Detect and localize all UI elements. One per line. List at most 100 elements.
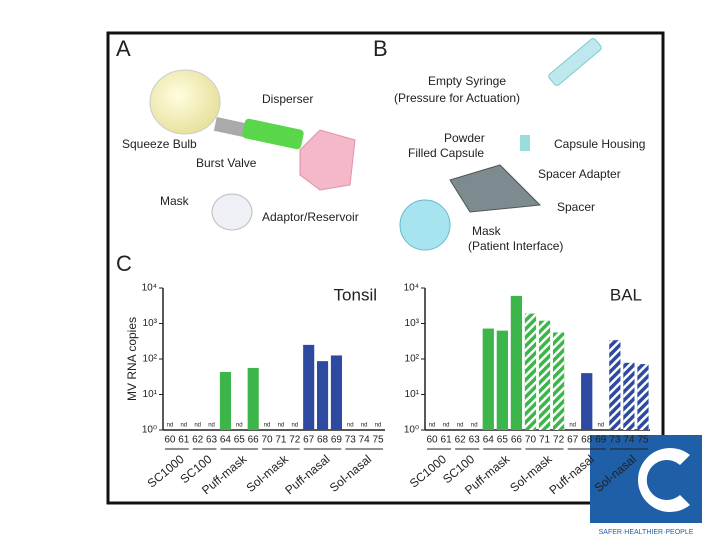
bar — [482, 328, 494, 430]
bar — [247, 367, 259, 430]
burst-valve — [213, 117, 247, 137]
value-label: nd — [194, 423, 201, 429]
bar — [496, 330, 508, 430]
value-label: nd — [208, 423, 215, 429]
y-tick-label: 10² — [143, 354, 158, 365]
panel-letter: C — [116, 251, 132, 276]
bar — [303, 344, 315, 430]
mask-a — [211, 193, 253, 231]
value-label: nd — [471, 423, 478, 429]
label: Disperser — [262, 92, 313, 106]
x-tick-label: 68 — [581, 435, 593, 446]
y-tick-label: 10⁰ — [142, 425, 157, 436]
bar — [330, 355, 342, 430]
bar-hatch — [637, 364, 649, 430]
value-label: nd — [457, 423, 464, 429]
value-label: nd — [361, 423, 368, 429]
bar — [510, 295, 523, 430]
value-label: nd — [429, 423, 436, 429]
panel-letter: B — [373, 36, 388, 61]
y-tick-label: 10³ — [143, 318, 158, 329]
x-tick-label: 68 — [317, 435, 329, 446]
label: Burst Valve — [196, 156, 257, 170]
bar-hatch — [538, 320, 551, 430]
value-label: nd — [278, 423, 285, 429]
y-tick-label: 10² — [405, 354, 420, 365]
x-tick-label: 73 — [345, 435, 357, 446]
label: Mask — [472, 224, 502, 238]
bar — [317, 361, 329, 430]
label: (Patient Interface) — [468, 239, 563, 253]
x-tick-label: 60 — [426, 435, 438, 446]
disperser — [242, 118, 304, 150]
value-label: nd — [291, 423, 298, 429]
x-tick-label: 62 — [192, 435, 204, 446]
value-label: nd — [569, 423, 576, 429]
x-tick-label: 70 — [525, 435, 537, 446]
value-label: nd — [375, 423, 382, 429]
x-tick-label: 61 — [441, 435, 453, 446]
x-tick-label: 64 — [483, 435, 495, 446]
x-tick-label: 71 — [539, 435, 551, 446]
logo-tagline: SAFER·HEALTHIER·PEOPLE — [599, 529, 694, 536]
y-tick-label: 10³ — [405, 318, 420, 329]
value-label: nd — [180, 423, 187, 429]
y-tick-label: 10⁴ — [142, 283, 157, 294]
label: Filled Capsule — [408, 146, 484, 160]
mask-b — [399, 199, 451, 251]
value-label: nd — [347, 423, 354, 429]
bar — [581, 373, 593, 430]
value-label: nd — [597, 423, 604, 429]
x-tick-label: 69 — [331, 435, 343, 446]
x-tick-label: 65 — [497, 435, 509, 446]
label: (Pressure for Actuation) — [394, 91, 520, 105]
label: Powder — [444, 131, 485, 145]
bar-hatch — [623, 362, 635, 430]
y-tick-label: 10¹ — [405, 389, 420, 400]
label: Empty Syringe — [428, 74, 506, 88]
chart-title: Tonsil — [334, 285, 377, 304]
x-tick-label: 71 — [275, 435, 287, 446]
chart-title: BAL — [610, 285, 642, 304]
x-tick-label: 74 — [359, 435, 371, 446]
bar-hatch — [524, 313, 537, 430]
x-tick-label: 61 — [178, 435, 190, 446]
x-tick-label: 63 — [206, 435, 218, 446]
bar-hatch — [552, 332, 565, 430]
label: Adaptor/Reservoir — [262, 210, 359, 224]
bar-hatch — [609, 340, 621, 430]
x-tick-label: 65 — [234, 435, 246, 446]
x-tick-label: 67 — [567, 435, 579, 446]
y-tick-label: 10⁰ — [404, 425, 419, 436]
squeeze-bulb — [149, 69, 221, 135]
reservoir — [299, 129, 356, 191]
x-tick-label: 62 — [455, 435, 467, 446]
y-tick-label: 10⁴ — [404, 283, 419, 294]
x-tick-label: 72 — [553, 435, 565, 446]
x-tick-label: 74 — [623, 435, 635, 446]
spacer — [449, 164, 542, 213]
value-label: nd — [264, 423, 271, 429]
label: Mask — [160, 194, 190, 208]
x-tick-label: 63 — [469, 435, 481, 446]
x-tick-label: 66 — [511, 435, 523, 446]
x-tick-label: 64 — [220, 435, 232, 446]
panel-letter: A — [116, 36, 131, 61]
value-label: nd — [236, 423, 243, 429]
label: Spacer — [557, 200, 595, 214]
logo-mark — [638, 448, 690, 513]
y-tick-label: 10¹ — [143, 389, 158, 400]
x-tick-label: 69 — [595, 435, 607, 446]
label: Squeeze Bulb — [122, 137, 197, 151]
x-tick-label: 75 — [637, 435, 649, 446]
y-axis-label: MV RNA copies — [125, 317, 139, 401]
x-tick-label: 60 — [164, 435, 176, 446]
x-tick-label: 73 — [609, 435, 621, 446]
x-tick-label: 66 — [248, 435, 260, 446]
capsule-housing — [520, 135, 530, 151]
syringe — [548, 38, 602, 86]
x-tick-label: 70 — [262, 435, 274, 446]
label: Spacer Adapter — [538, 167, 621, 181]
